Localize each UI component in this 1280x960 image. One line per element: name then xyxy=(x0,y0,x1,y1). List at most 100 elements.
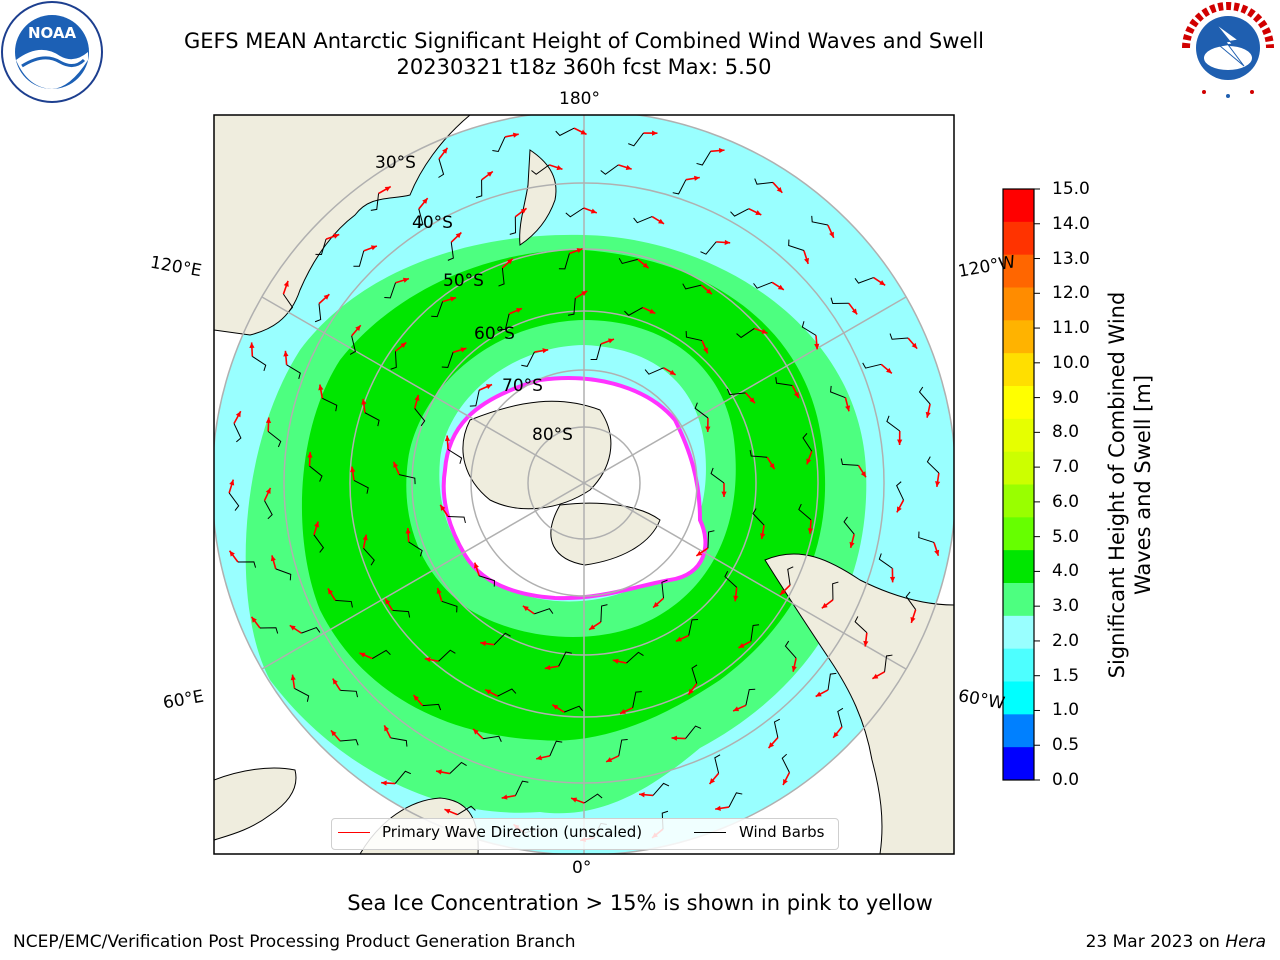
wave-arrow-head xyxy=(506,258,513,265)
wave-arrow-head xyxy=(815,691,822,697)
colorbar-band xyxy=(1003,254,1034,288)
wind-barb xyxy=(750,624,760,642)
colorbar-tick-label: 14.0 xyxy=(1052,213,1090,234)
wind-barb xyxy=(827,672,837,691)
wind-barb xyxy=(672,179,687,195)
wave-arrow-head xyxy=(486,384,493,390)
colorbar-tick-label: 0.5 xyxy=(1052,735,1080,756)
wind-barb xyxy=(492,136,506,152)
wind-barb xyxy=(449,761,467,774)
madagascar-land xyxy=(214,767,297,841)
lat-label-50s: 50°S xyxy=(443,271,484,291)
australia-land xyxy=(214,115,471,336)
wave-arrow-head xyxy=(290,674,296,681)
wave-arrow-head xyxy=(724,239,731,246)
colorbar-tick-label: 10.0 xyxy=(1052,352,1090,373)
wind-barb xyxy=(781,753,790,773)
wind-barb xyxy=(784,640,797,659)
wind-barb xyxy=(633,216,653,224)
wave-arrow-head xyxy=(393,461,399,468)
wind-barb xyxy=(372,649,391,659)
wind-barb xyxy=(294,687,310,702)
wave-arrow-head xyxy=(606,757,613,762)
wind-barb xyxy=(886,415,901,432)
wave-arrow-head xyxy=(283,350,289,357)
wind-barb xyxy=(414,408,426,427)
sea-ice-note: Sea Ice Concentration > 15% is shown in … xyxy=(347,891,933,915)
wind-barb xyxy=(392,609,411,618)
wind-barb xyxy=(233,423,242,443)
wave-arrow-head xyxy=(330,730,337,737)
wave-arrow-head xyxy=(571,797,578,803)
wind-barb xyxy=(353,250,365,267)
wave-arrow-head xyxy=(516,308,523,313)
wave-arrow-head xyxy=(715,805,721,811)
wave-arrow-head xyxy=(350,466,356,473)
wave-arrow-head xyxy=(776,186,783,193)
wave-arrow-head xyxy=(486,171,493,177)
footer-machine: Hera xyxy=(1225,932,1266,952)
wind-barb xyxy=(600,164,619,175)
colorbar-band xyxy=(1003,189,1034,223)
colorbar-band xyxy=(1003,418,1034,453)
wind-barb xyxy=(700,241,717,255)
colorbar-band xyxy=(1003,320,1034,354)
graticule xyxy=(214,115,954,854)
wind-barb xyxy=(340,689,359,698)
wind-barb xyxy=(752,508,765,526)
wind-barb xyxy=(696,151,712,166)
wind-barb xyxy=(685,725,702,739)
wind-barb xyxy=(322,397,338,412)
colorbar-band xyxy=(1003,386,1034,420)
wave-arrow-head xyxy=(671,735,678,741)
wind-barb xyxy=(301,626,321,634)
lat-label-80s: 80°S xyxy=(532,425,573,445)
wind-barb xyxy=(802,433,813,452)
wave-arrow-head xyxy=(265,417,272,424)
wave-arrow-head xyxy=(705,426,711,432)
wave-arrow-head xyxy=(473,562,479,569)
wind-barb xyxy=(228,492,240,511)
wind-barb xyxy=(918,531,935,543)
wind-barb xyxy=(479,575,495,587)
wind-barb xyxy=(840,458,859,466)
colorbar-tick-label: 1.0 xyxy=(1052,700,1080,721)
wave-arrow-head xyxy=(608,338,614,344)
wind-barb xyxy=(830,385,846,399)
wind-barb xyxy=(493,632,511,646)
wave-arrow-head xyxy=(738,643,745,648)
wind-barb xyxy=(884,654,893,672)
wave-arrow-head xyxy=(675,636,682,642)
wave-arrow-head xyxy=(413,695,420,701)
wave-arrow-head xyxy=(473,728,479,735)
wind-barb xyxy=(564,705,584,713)
lon-label-0: 0° xyxy=(572,858,592,878)
wave-arrow-head xyxy=(249,342,255,348)
wave-arrow-head xyxy=(768,742,775,749)
wind-barb xyxy=(600,604,608,623)
wind-barb xyxy=(628,132,644,147)
wave-arrow-head xyxy=(307,452,313,458)
wind-barb xyxy=(390,351,397,370)
wave-arrow-head xyxy=(804,257,810,264)
wave-arrow-head xyxy=(709,778,716,784)
wind-barb xyxy=(843,516,855,535)
colorbar-tick-label: 0.0 xyxy=(1052,770,1080,790)
wave-arrow-head xyxy=(323,294,330,300)
wave-direction-arrows xyxy=(228,127,941,842)
nws-logo xyxy=(1180,0,1276,98)
wind-barb xyxy=(482,735,502,742)
wave-arrow-head xyxy=(889,576,896,583)
wave-arrow-head xyxy=(327,588,333,595)
wind-barb xyxy=(422,703,442,711)
wave-arrow-head xyxy=(581,290,588,296)
wind-barb xyxy=(632,691,642,708)
wind-barb xyxy=(469,390,480,407)
colorbar-tick-label: 6.0 xyxy=(1052,491,1080,512)
wind-barb xyxy=(918,386,931,405)
wave-arrow-head xyxy=(283,280,289,287)
lon-label-180: 180° xyxy=(559,89,600,109)
wind-barb xyxy=(549,740,563,757)
wave-arrow-head xyxy=(793,391,799,398)
colorbar-band xyxy=(1003,287,1034,321)
